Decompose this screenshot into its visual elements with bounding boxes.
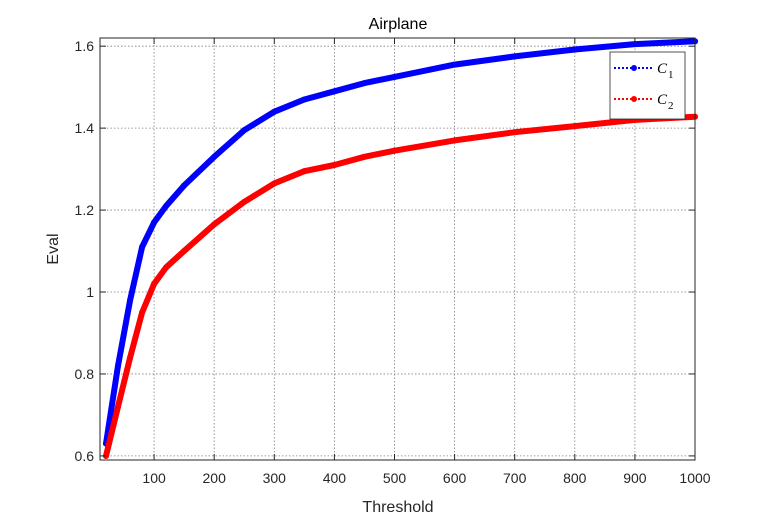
series-point-1 (511, 53, 518, 60)
legend: C1 C2 (609, 51, 686, 120)
y-tick-label: 1 (86, 284, 94, 300)
series-point-2 (127, 354, 134, 361)
y-tick-label: 1.4 (75, 120, 95, 136)
series-point-1 (451, 61, 458, 68)
y-tick-label: 0.6 (75, 448, 95, 464)
series-point-2 (271, 180, 278, 187)
series-point-1 (127, 297, 134, 304)
legend-label-1: C1 (657, 61, 674, 81)
series-point-2 (361, 153, 368, 160)
series-point-2 (103, 452, 110, 459)
series-point-2 (511, 129, 518, 136)
series-point-1 (181, 182, 188, 189)
x-tick-label: 500 (383, 470, 407, 486)
legend-marker-1 (631, 65, 637, 71)
series-point-2 (211, 221, 218, 228)
series-point-1 (241, 127, 248, 134)
y-tick-label: 1.6 (75, 38, 95, 54)
series-point-2 (451, 137, 458, 144)
series-point-1 (301, 96, 308, 103)
x-tick-label: 300 (263, 470, 287, 486)
series-point-1 (571, 46, 578, 53)
x-tick-label: 1000 (679, 470, 710, 486)
series-point-2 (163, 264, 170, 271)
legend-box (609, 51, 686, 120)
series-point-1 (331, 88, 338, 95)
plot-area (100, 38, 695, 460)
x-tick-label: 600 (443, 470, 467, 486)
x-tick-label: 400 (323, 470, 347, 486)
x-tick-label: 800 (563, 470, 587, 486)
series-point-1 (271, 108, 278, 115)
tick-labels: 100 200 300 400 500 600 700 800 900 1000 0.6 0.8 1 1.… (75, 38, 711, 486)
series-layer (103, 38, 698, 459)
y-tick-label: 0.8 (75, 366, 95, 382)
chart-title: Airplane (369, 16, 428, 33)
series-point-1 (211, 153, 218, 160)
series-point-2 (301, 168, 308, 175)
series-point-1 (391, 73, 398, 80)
series-point-1 (361, 80, 368, 87)
x-axis-title: Threshold (362, 499, 433, 516)
series-point-1 (163, 202, 170, 209)
series-point-2 (151, 280, 158, 287)
series-point-1 (139, 243, 146, 250)
series-point-1 (151, 219, 158, 226)
legend-label-2: C2 (657, 92, 674, 112)
y-axis-title: Eval (45, 233, 62, 264)
series-point-2 (139, 309, 146, 316)
plot-frame (99, 37, 696, 461)
x-tick-label: 200 (203, 470, 227, 486)
x-tick-label: 700 (503, 470, 527, 486)
series-point-2 (181, 248, 188, 255)
y-tick-label: 1.2 (75, 202, 95, 218)
series-point-2 (571, 123, 578, 130)
series-point-2 (241, 198, 248, 205)
ticks (100, 38, 696, 460)
x-tick-label: 100 (142, 470, 166, 486)
legend-marker-2 (631, 96, 637, 102)
series-point-2 (331, 162, 338, 169)
series-point-1 (115, 362, 122, 369)
x-tick-label: 900 (623, 470, 647, 486)
series-point-2 (115, 403, 122, 410)
series-point-1 (631, 41, 638, 48)
series-point-2 (391, 147, 398, 154)
